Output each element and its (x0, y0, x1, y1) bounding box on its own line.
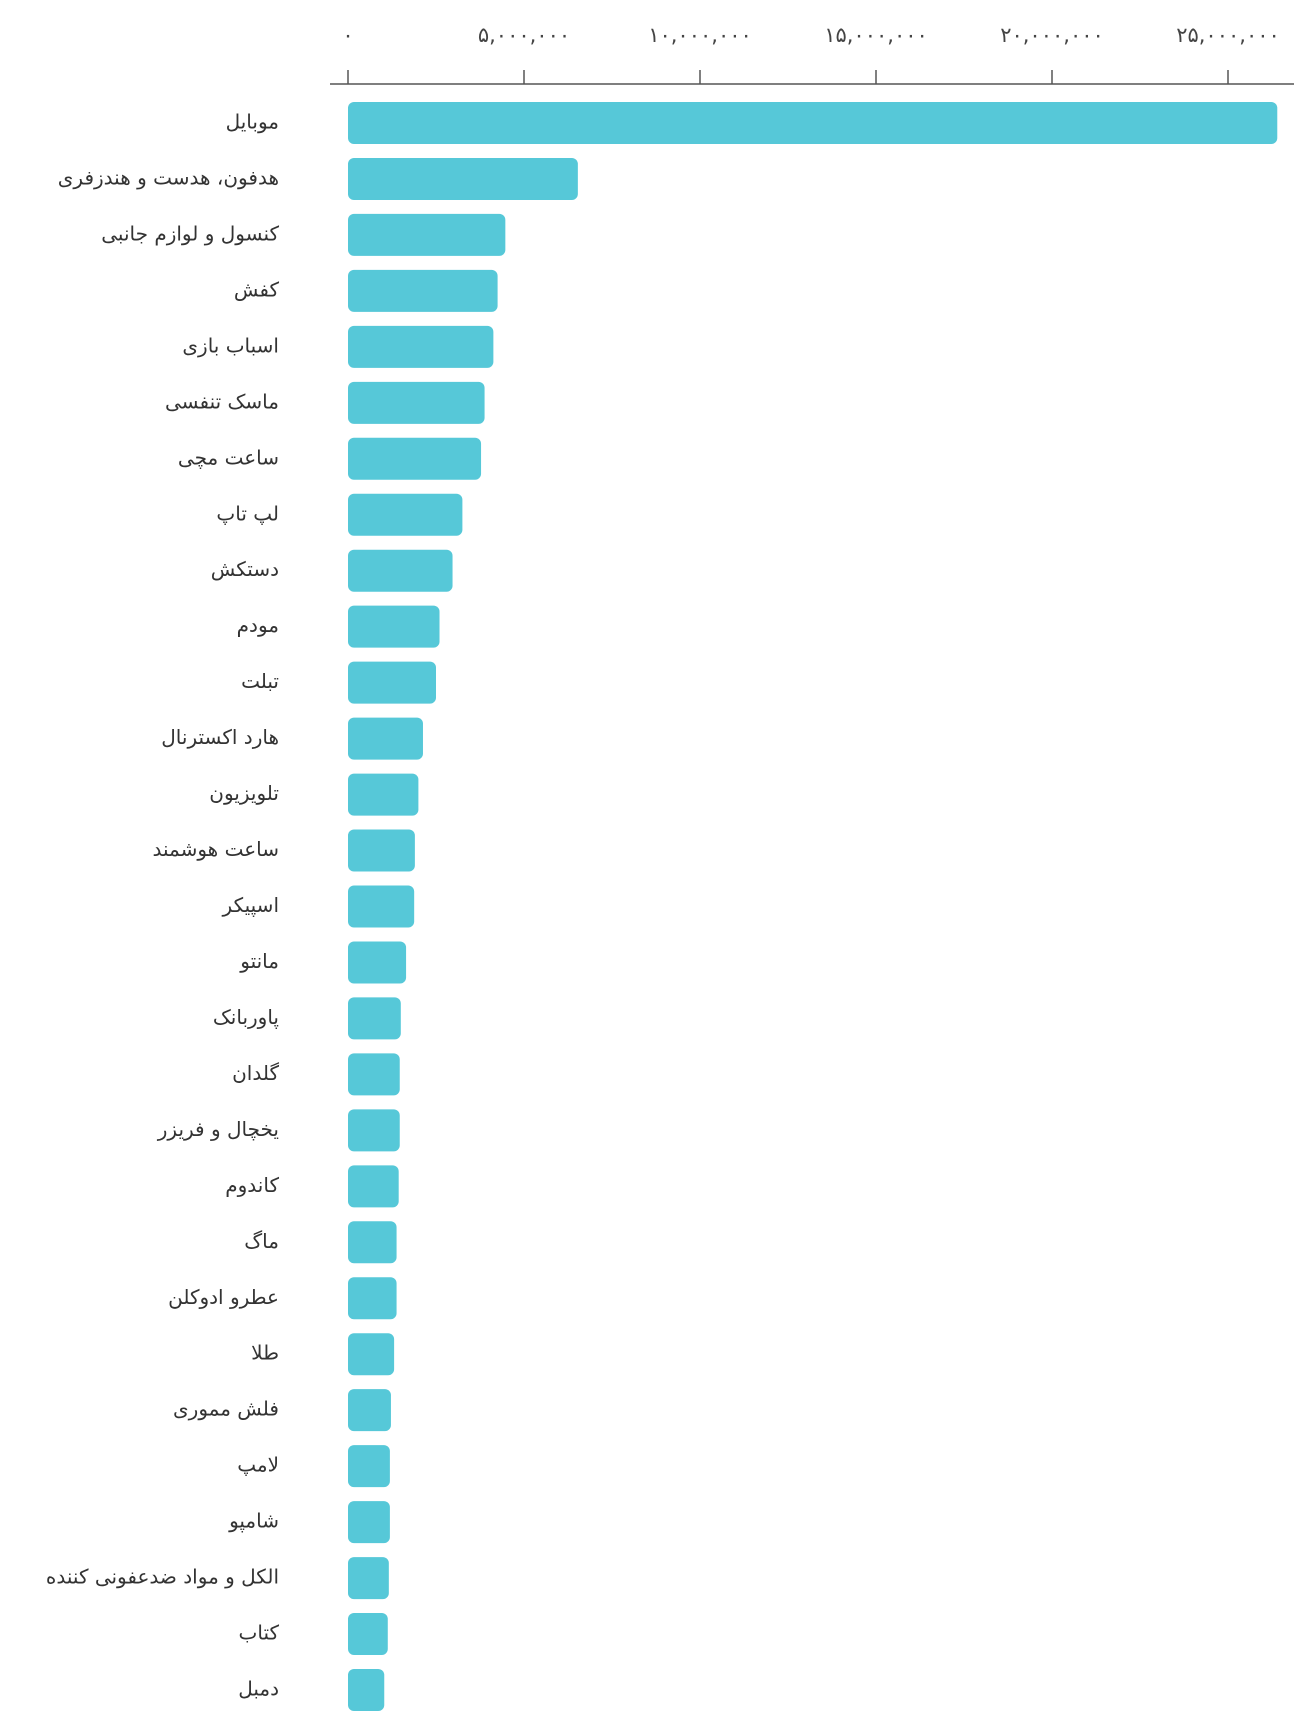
category-label: مودم (237, 613, 279, 637)
category-label: مانتو (239, 949, 279, 973)
category-label: شامپو (228, 1509, 279, 1534)
bar (348, 1669, 385, 1711)
category-label: دستکش (211, 557, 279, 581)
bar (348, 941, 407, 984)
category-label: طلا (251, 1341, 279, 1365)
bar (348, 885, 415, 928)
category-label: لپ تاپ (216, 501, 279, 526)
category-label: ماگ (244, 1229, 279, 1253)
category-label: ماسک تنفسی (165, 389, 279, 413)
bar (348, 493, 463, 536)
category-label: اسباب بازی (182, 333, 279, 357)
category-label: کاندوم (225, 1173, 279, 1197)
bar (348, 1613, 388, 1656)
category-label: کتاب (239, 1621, 280, 1645)
category-label: هدفون، هدست و هندزفری (58, 165, 279, 189)
x-tick-label: ۵,۰۰۰,۰۰۰ (478, 23, 570, 47)
bar (348, 773, 419, 816)
bar (348, 661, 436, 704)
bar (348, 1445, 390, 1488)
x-tick-label: ۰ (342, 23, 353, 47)
category-label: تبلت (241, 669, 279, 693)
category-label: گلدان (232, 1061, 279, 1085)
bar (348, 1501, 390, 1544)
category-label: ساعت مچی (178, 445, 279, 469)
category-label: پاوربانک (213, 1005, 279, 1030)
category-label: اسپیکر (222, 893, 279, 918)
bar (348, 157, 578, 200)
category-label: فلش مموری (173, 1397, 279, 1421)
category-label: یخچال و فریزر (157, 1117, 279, 1141)
category-label: کنسول و لوازم جانبی (101, 221, 279, 245)
bar (348, 213, 506, 256)
bar (348, 437, 482, 480)
x-tick-label: ۱۵,۰۰۰,۰۰۰ (824, 23, 928, 47)
bar (348, 549, 453, 592)
bar (348, 325, 494, 368)
bar (348, 1277, 397, 1320)
bar (348, 997, 401, 1040)
category-label: موبایل (226, 110, 279, 134)
bar (348, 1221, 397, 1264)
bar (348, 1109, 400, 1152)
category-label: ساعت هوشمند (152, 837, 279, 861)
bar (348, 1333, 395, 1376)
bar (348, 1557, 389, 1600)
bar (348, 717, 423, 760)
bar (348, 269, 498, 312)
category-label: هارد اکسترنال (161, 725, 279, 749)
x-tick-label: ۲۰,۰۰۰,۰۰۰ (1000, 23, 1104, 47)
bar (348, 1165, 399, 1208)
category-label: دمبل (238, 1677, 279, 1701)
bar (348, 1053, 400, 1096)
category-label: تلویزیون (209, 781, 279, 805)
bar (348, 605, 440, 648)
category-label: الکل و مواد ضدعفونی کننده (46, 1565, 279, 1589)
bar (348, 1389, 391, 1432)
x-tick-label: ۱۰,۰۰۰,۰۰۰ (648, 23, 752, 47)
category-label: لامپ (237, 1453, 279, 1478)
bar (348, 381, 485, 424)
bar (348, 102, 1278, 144)
bar (348, 829, 415, 872)
category-label: عطرو ادوکلن (168, 1285, 279, 1309)
x-tick-label: ۲۵,۰۰۰,۰۰۰ (1176, 23, 1280, 47)
category-label: کفش (234, 277, 280, 301)
